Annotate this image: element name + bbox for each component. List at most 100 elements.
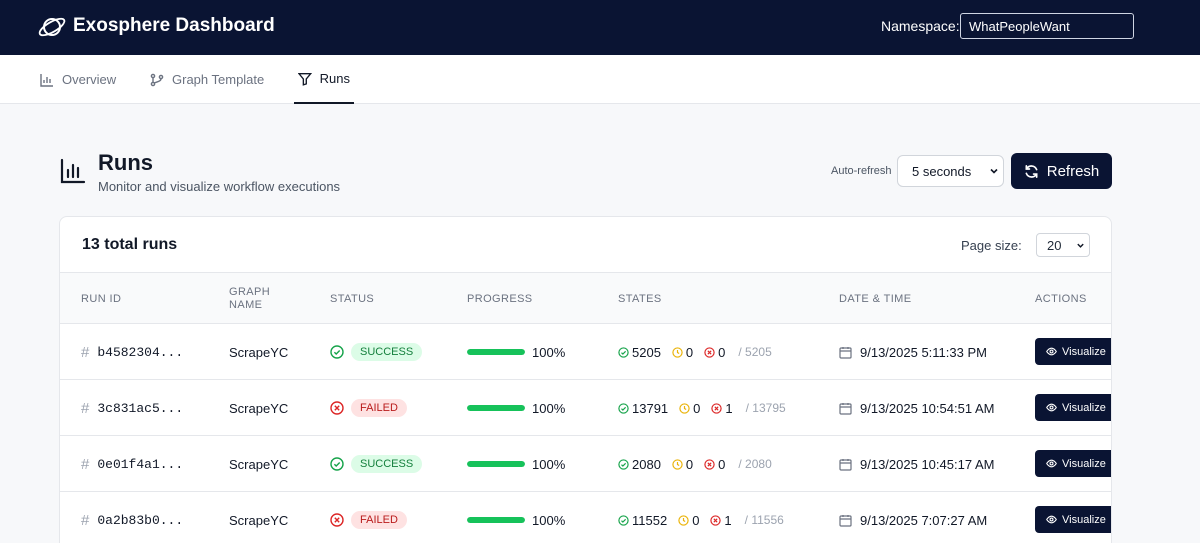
tab-overview[interactable]: Overview bbox=[40, 55, 116, 104]
visualize-button[interactable]: Visualize bbox=[1035, 506, 1111, 533]
runs-count-title: 13 total runs bbox=[82, 236, 178, 253]
header-status: STATUS bbox=[330, 293, 375, 305]
table-header: RUN ID GRAPH NAME STATUS PROGRESS STATES… bbox=[60, 272, 1111, 324]
header-progress: PROGRESS bbox=[467, 293, 533, 305]
header-date-time: DATE & TIME bbox=[839, 293, 912, 305]
run-id: 0a2b83b0... bbox=[97, 512, 184, 528]
progress-bar bbox=[467, 405, 525, 411]
clock-icon bbox=[672, 458, 683, 470]
pending-count: 0 bbox=[685, 456, 694, 472]
table-row[interactable]: #3c831ac5... ScrapeYC FAILED 100% 13791 0 1 / 1… bbox=[60, 380, 1111, 436]
run-datetime: 9/13/2025 10:45:17 AM bbox=[860, 456, 995, 472]
tab-overview-label: Overview bbox=[62, 72, 117, 87]
graph-name: ScrapeYC bbox=[229, 512, 289, 528]
states-success: 13791 bbox=[618, 401, 668, 416]
datetime-cell: 9/13/2025 7:07:27 AM bbox=[839, 510, 987, 530]
auto-refresh-select[interactable]: 5 seconds bbox=[897, 155, 1004, 187]
states-total: / 11556 bbox=[744, 513, 784, 527]
app-title: Exosphere Dashboard bbox=[73, 15, 275, 36]
states-success: 5205 bbox=[618, 345, 661, 360]
visualize-label: Visualize bbox=[1062, 345, 1106, 358]
clock-icon bbox=[679, 402, 690, 414]
errored-count: 0 bbox=[718, 456, 726, 472]
planet-logo-icon bbox=[38, 17, 66, 37]
header-run-id: RUN ID bbox=[81, 293, 122, 305]
chevron-down-icon bbox=[1077, 243, 1084, 248]
states-pending: 0 bbox=[678, 513, 699, 528]
hash-icon: # bbox=[81, 455, 90, 473]
success-count: 5205 bbox=[632, 344, 661, 360]
status-cell: FAILED bbox=[330, 398, 407, 418]
run-id-cell: #0e01f4a1... bbox=[81, 454, 183, 474]
status-badge: SUCCESS bbox=[351, 343, 423, 361]
progress-bar bbox=[467, 349, 525, 355]
errored-count: 1 bbox=[725, 400, 733, 416]
pending-count: 0 bbox=[685, 344, 694, 360]
header-states: STATES bbox=[618, 293, 662, 305]
states-total: / 13795 bbox=[745, 401, 786, 415]
progress-bar bbox=[467, 461, 525, 467]
states-success: 11552 bbox=[618, 513, 667, 528]
header-graph-name: GRAPH NAME bbox=[229, 286, 271, 311]
tab-runs[interactable]: Runs bbox=[294, 55, 354, 104]
x-circle-icon bbox=[704, 346, 715, 358]
pending-count: 0 bbox=[693, 400, 701, 416]
states-pending: 0 bbox=[672, 457, 693, 472]
errored-count: 1 bbox=[724, 512, 732, 528]
nav-tabs: Overview Graph Template Runs bbox=[0, 55, 1200, 104]
eye-icon bbox=[1046, 515, 1057, 524]
git-branch-icon bbox=[150, 73, 164, 86]
states-errored: 1 bbox=[711, 400, 733, 416]
states-cell: 5205 0 0 / 5205 bbox=[618, 342, 772, 362]
datetime-cell: 9/13/2025 10:54:51 AM bbox=[839, 398, 994, 418]
states-errored: 0 bbox=[704, 345, 725, 360]
check-circle-icon bbox=[330, 345, 344, 359]
eye-icon bbox=[1046, 403, 1057, 412]
datetime-cell: 9/13/2025 5:11:33 PM bbox=[839, 342, 987, 362]
run-datetime: 9/13/2025 5:11:33 PM bbox=[860, 344, 987, 360]
states-errored: 1 bbox=[710, 512, 732, 528]
refresh-button[interactable]: Refresh bbox=[1011, 153, 1112, 189]
success-count: 13791 bbox=[632, 400, 669, 416]
namespace-label: Namespace: bbox=[881, 18, 960, 34]
visualize-button[interactable]: Visualize bbox=[1035, 450, 1111, 477]
states-total: / 2080 bbox=[738, 457, 772, 471]
states-cell: 2080 0 0 / 2080 bbox=[618, 454, 772, 474]
tab-runs-label: Runs bbox=[319, 71, 350, 86]
visualize-button[interactable]: Visualize bbox=[1035, 338, 1111, 365]
table-row[interactable]: #0e01f4a1... ScrapeYC SUCCESS 100% 2080 0 0 / 2… bbox=[60, 436, 1111, 492]
page-size-select[interactable]: 20 bbox=[1036, 233, 1090, 257]
hash-icon: # bbox=[81, 511, 90, 529]
table-row[interactable]: # b4582304... ScrapeYC SUCCESS 100% 5205 0 0 / 5… bbox=[60, 324, 1111, 380]
progress-label: 100% bbox=[532, 344, 566, 360]
run-datetime: 9/13/2025 7:07:27 AM bbox=[860, 512, 988, 528]
pending-count: 0 bbox=[692, 512, 700, 528]
auto-refresh-label: Auto-refresh bbox=[831, 165, 892, 177]
progress-bar-fill bbox=[467, 349, 525, 355]
progress-cell: 100% bbox=[467, 510, 565, 530]
tab-graph-template[interactable]: Graph Template bbox=[150, 55, 264, 104]
table-row[interactable]: #0a2b83b0... ScrapeYC FAILED 100% 11552 0 1 / 1… bbox=[60, 492, 1111, 543]
namespace-input[interactable] bbox=[960, 13, 1134, 39]
bar-chart-icon bbox=[40, 73, 53, 87]
visualize-button[interactable]: Visualize bbox=[1035, 394, 1111, 421]
check-circle-icon bbox=[618, 514, 629, 526]
progress-label: 100% bbox=[532, 456, 566, 472]
x-circle-icon bbox=[330, 401, 344, 415]
calendar-icon bbox=[839, 514, 852, 527]
check-circle-icon bbox=[618, 458, 629, 470]
status-cell: FAILED bbox=[330, 510, 407, 530]
filter-icon bbox=[298, 72, 312, 86]
status-badge: FAILED bbox=[351, 511, 407, 529]
runs-table-card: 13 total runs Page size: 20 RUN ID GRAPH… bbox=[59, 216, 1112, 543]
status-cell: SUCCESS bbox=[330, 454, 423, 474]
x-circle-icon bbox=[710, 514, 722, 526]
calendar-icon bbox=[839, 346, 852, 359]
graph-name: ScrapeYC bbox=[229, 456, 289, 472]
progress-cell: 100% bbox=[467, 454, 565, 474]
run-id-cell: #3c831ac5... bbox=[81, 398, 183, 418]
page-title: Runs bbox=[98, 150, 153, 175]
progress-bar-fill bbox=[467, 461, 525, 467]
x-circle-icon bbox=[330, 513, 344, 527]
page-size-value: 20 bbox=[1047, 237, 1062, 253]
